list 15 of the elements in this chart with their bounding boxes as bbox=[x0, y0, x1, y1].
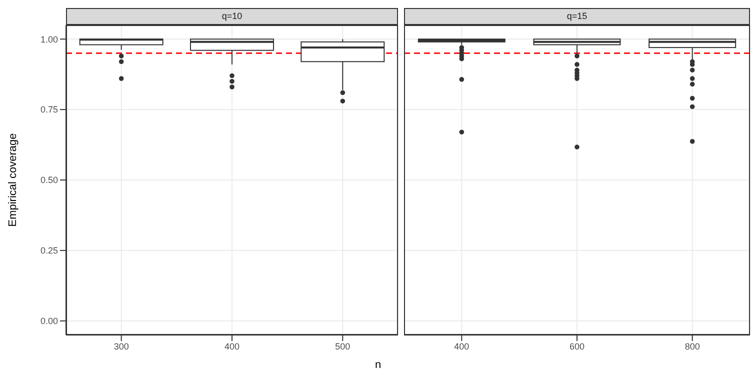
y-tick-label: 0.75 bbox=[40, 104, 58, 115]
x-tick-label: 500 bbox=[335, 341, 350, 352]
x-tick-label: 400 bbox=[224, 341, 240, 352]
chart-title: q=10 bbox=[66, 8, 398, 25]
y-tick-label: 0.25 bbox=[40, 246, 58, 256]
chart-title: q=15 bbox=[404, 8, 750, 25]
y-tick-label: 1.00 bbox=[40, 34, 58, 44]
x-tick-label: 400 bbox=[454, 341, 470, 352]
x-axis-title: n bbox=[374, 359, 382, 371]
x-tick-label: 800 bbox=[684, 341, 700, 352]
y-tick-label: 0.00 bbox=[40, 316, 58, 326]
y-axis-title: Empirical coverage bbox=[6, 133, 19, 227]
x-tick-label: 300 bbox=[114, 341, 129, 352]
y-tick-label: 0.50 bbox=[40, 175, 58, 186]
x-tick-label: 600 bbox=[569, 341, 585, 352]
